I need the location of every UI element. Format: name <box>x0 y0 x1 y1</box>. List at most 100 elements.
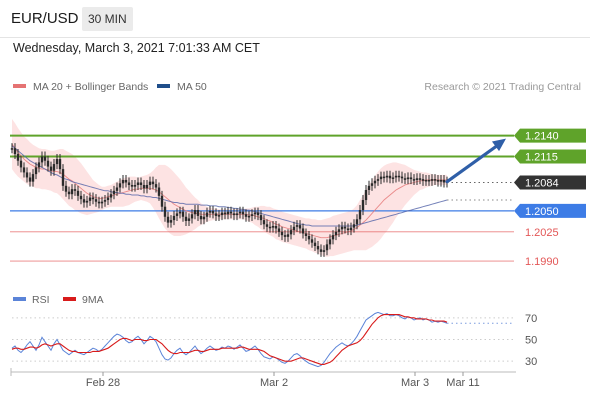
title-bar: EUR/USD 30 MIN <box>0 0 590 38</box>
level-badge-text-1.2050: 1.2050 <box>525 206 559 218</box>
price-bar-body <box>250 214 254 216</box>
price-bar-body <box>322 250 326 252</box>
level-badge-1.2084 <box>514 175 586 190</box>
price-bar-body <box>199 215 203 220</box>
price-bar-body <box>373 180 377 184</box>
price-bar-body <box>226 211 230 215</box>
price-bar-body <box>364 190 368 201</box>
price-bar-body <box>262 220 266 225</box>
price-bar-body <box>232 213 236 216</box>
price-bar-body <box>190 214 194 219</box>
price-bar-body <box>82 199 86 203</box>
price-bar-body <box>160 195 164 207</box>
level-badge-1.2140 <box>514 128 586 143</box>
price-bar-body <box>304 233 308 236</box>
price-bar-body <box>253 212 257 215</box>
price-bar-body <box>358 210 362 220</box>
price-bar-body <box>427 179 431 182</box>
price-bar-body <box>349 227 353 231</box>
price-bar-body <box>46 160 50 167</box>
price-bar-body <box>385 175 389 178</box>
price-bar-body <box>178 211 182 214</box>
price-bar-body <box>169 220 173 223</box>
rsi-tick-70: 70 <box>525 313 537 325</box>
price-bar-body <box>409 177 413 180</box>
bollinger-band-area <box>12 118 447 257</box>
credit-text: Research © 2021 Trading Central <box>424 81 581 93</box>
price-bar-body <box>313 242 317 247</box>
price-bar-body <box>184 216 188 221</box>
price-bar-body <box>193 210 197 215</box>
price-bar-body <box>376 179 380 181</box>
price-bar-body <box>94 199 98 202</box>
timeframe-badge[interactable]: 30 MIN <box>82 7 133 31</box>
rsi-tick-50: 50 <box>525 335 537 347</box>
price-bar-body <box>109 194 113 198</box>
price-bar-body <box>139 182 143 185</box>
legend-label-1: MA 50 <box>177 81 207 93</box>
price-bar-body <box>277 228 281 232</box>
price-bar-body <box>61 169 65 186</box>
price-bar-body <box>25 172 29 178</box>
price-bar-body <box>10 148 14 150</box>
level-badge-1.2050 <box>514 203 586 218</box>
price-bar-body <box>16 154 20 161</box>
ma20-line <box>11 143 447 239</box>
price-bar-body <box>208 210 212 213</box>
price-bar-body <box>166 216 170 223</box>
price-bar-body <box>379 176 383 180</box>
price-bar-body <box>247 215 251 218</box>
rsi-legend-label-1: 9MA <box>82 294 104 306</box>
rsi-legend-swatch-1 <box>63 297 76 301</box>
price-bar-body <box>64 185 68 192</box>
legend-swatch-0 <box>13 84 26 88</box>
price-bar-body <box>367 185 371 190</box>
price-bar-body <box>157 187 161 196</box>
price-bar-body <box>430 179 434 181</box>
price-bar-body <box>325 244 329 251</box>
price-bar-body <box>52 164 56 171</box>
price-bar-body <box>40 156 44 163</box>
price-bar-body <box>202 216 206 220</box>
price-bar-body <box>118 183 122 188</box>
price-bar-body <box>259 215 263 221</box>
price-bar-body <box>439 179 443 182</box>
price-bar-body <box>406 177 410 180</box>
price-bar-body <box>334 231 338 236</box>
price-bar-body <box>436 179 440 182</box>
price-bar-body <box>292 226 296 231</box>
price-bar-body <box>283 235 287 237</box>
price-bar-body <box>145 184 149 189</box>
price-bar-body <box>58 159 62 170</box>
pair-title: EUR/USD <box>11 10 79 27</box>
price-bar-body <box>241 211 245 215</box>
price-bar-body <box>274 225 278 229</box>
rsi-line <box>11 311 448 368</box>
price-bar-body <box>76 190 80 196</box>
level-badge-text-1.2084: 1.2084 <box>525 177 559 189</box>
price-bar-body <box>142 184 146 189</box>
price-bar-body <box>124 179 128 183</box>
price-bar-body <box>223 212 227 215</box>
price-bar-body <box>418 178 422 180</box>
rsi-tick-30: 30 <box>525 356 537 368</box>
x-tick-label-Feb 28: Feb 28 <box>86 377 120 389</box>
price-bar-body <box>442 179 446 183</box>
price-bar-body <box>229 211 233 214</box>
price-bar-body <box>151 181 155 185</box>
timestamp: Wednesday, March 3, 2021 7:01:33 AM CET <box>13 41 260 55</box>
price-bar-body <box>271 225 275 228</box>
price-bar-body <box>319 249 323 252</box>
price-bar-body <box>331 235 335 240</box>
legend-swatch-1 <box>157 84 170 88</box>
price-bar-body <box>55 159 59 165</box>
price-bar-body <box>433 179 437 181</box>
price-bar-body <box>397 175 401 178</box>
price-bar-body <box>148 181 152 185</box>
price-bar-body <box>133 184 137 187</box>
price-bar-body <box>37 162 41 168</box>
price-bar-body <box>256 212 260 216</box>
price-bar-body <box>235 213 239 216</box>
price-bar-body <box>310 239 314 243</box>
